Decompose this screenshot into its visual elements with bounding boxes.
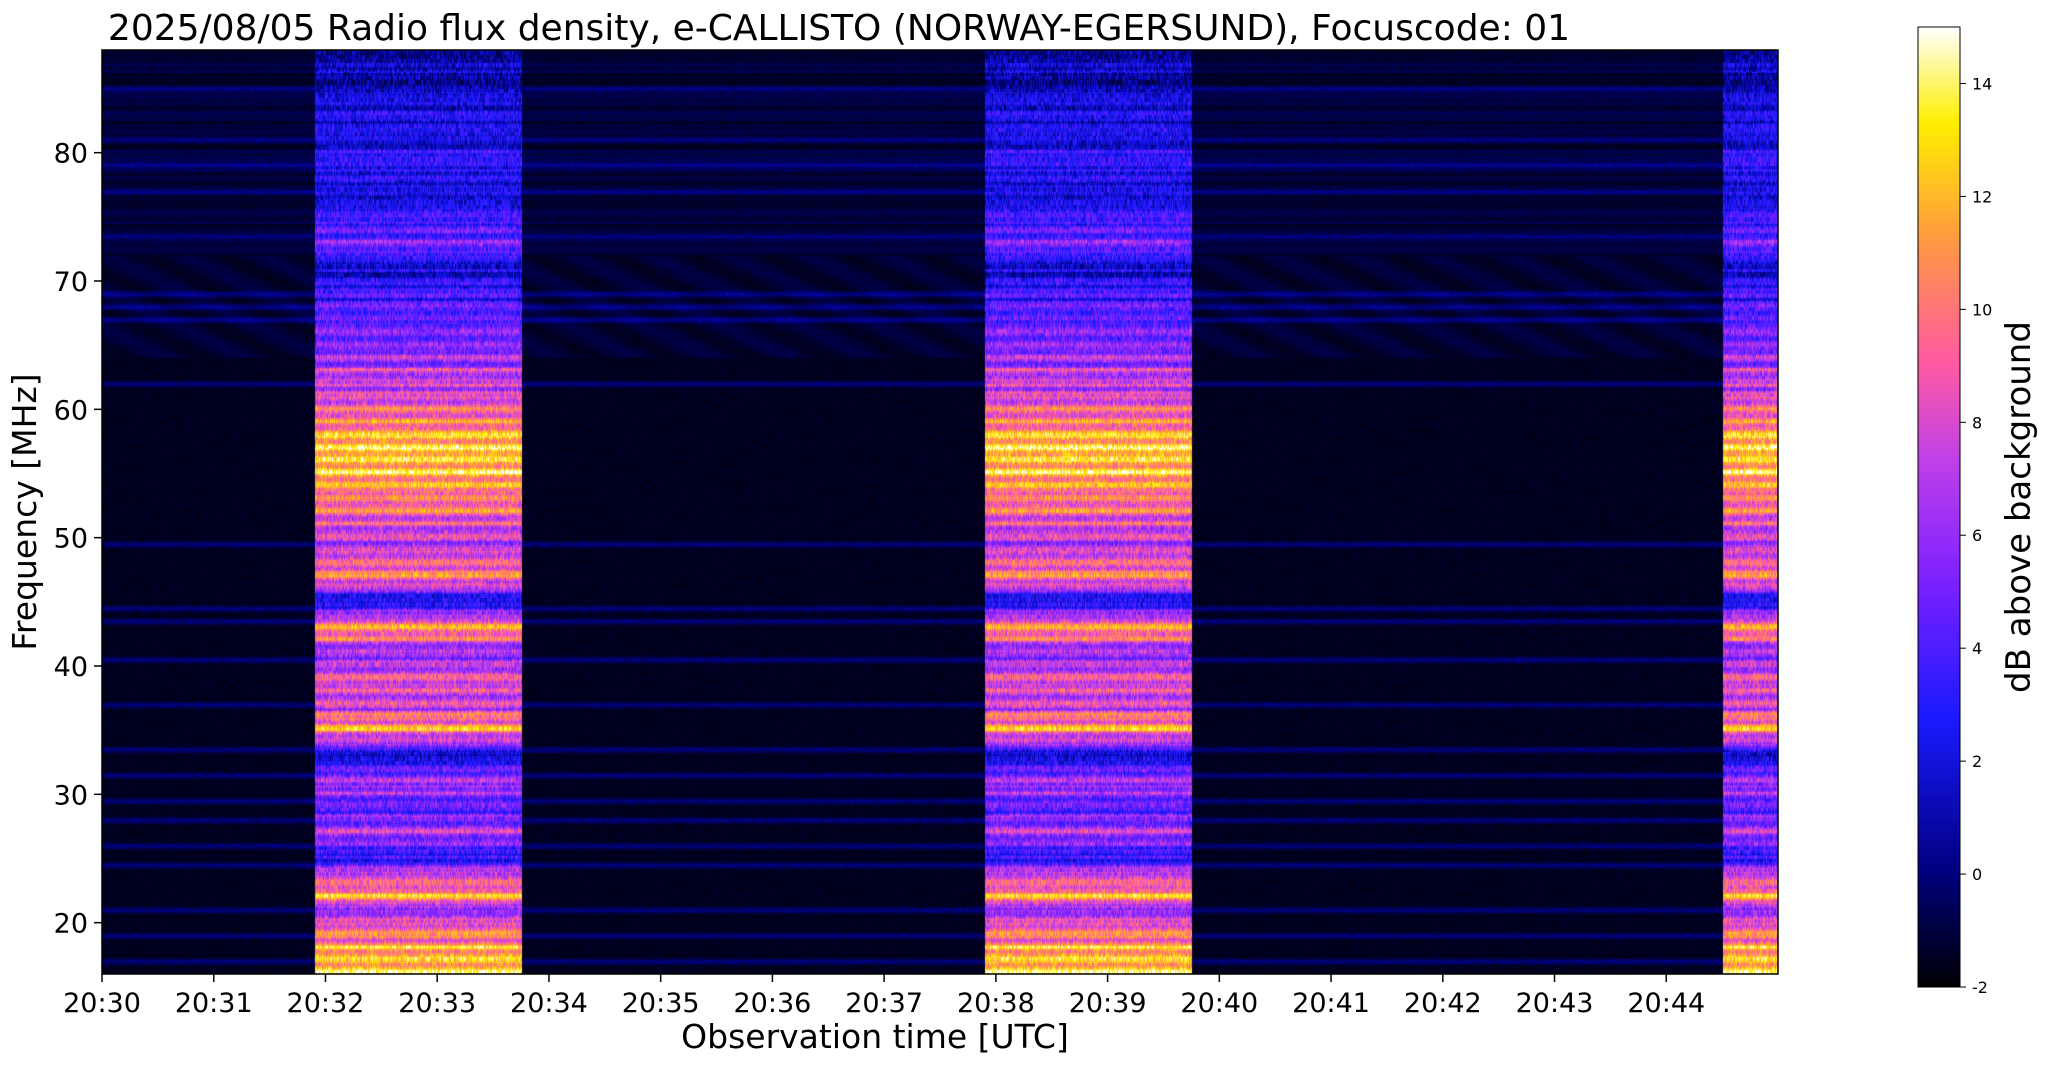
x-tick-label: 20:37 bbox=[845, 988, 923, 1019]
spectrogram-heatmap bbox=[102, 50, 1778, 974]
plot-area bbox=[101, 49, 1779, 975]
x-tick-label: 20:30 bbox=[63, 988, 141, 1019]
y-tick-label: 20 bbox=[54, 909, 88, 940]
colorbar-tick-label: 12 bbox=[1972, 187, 1992, 206]
y-tick-label: 70 bbox=[54, 267, 88, 298]
x-axis-label: Observation time [UTC] bbox=[681, 1017, 1069, 1056]
x-tick-label: 20:32 bbox=[287, 988, 365, 1019]
x-tick-label: 20:34 bbox=[510, 988, 588, 1019]
x-tick-label: 20:36 bbox=[733, 988, 811, 1019]
x-tick-label: 20:40 bbox=[1180, 988, 1258, 1019]
colorbar-ticks: -2 0 2 4 6 8 10 12 14 bbox=[1960, 74, 1992, 997]
y-tick-label: 80 bbox=[54, 139, 88, 170]
y-axis: 20 30 40 50 60 70 80 bbox=[54, 139, 102, 940]
plot-frame bbox=[101, 49, 1779, 975]
chart-title: 2025/08/05 Radio flux density, e-CALLIST… bbox=[108, 8, 1570, 49]
y-tick-label: 60 bbox=[54, 395, 88, 426]
x-tick-label: 20:44 bbox=[1627, 988, 1705, 1019]
colorbar-tick-label: 8 bbox=[1972, 413, 1982, 432]
colorbar-tick-label: 2 bbox=[1972, 752, 1982, 771]
x-tick-label: 20:41 bbox=[1292, 988, 1370, 1019]
colorbar-gradient bbox=[1917, 26, 1961, 988]
y-axis-label: Frequency [MHz] bbox=[5, 373, 44, 650]
x-tick-label: 20:43 bbox=[1516, 988, 1594, 1019]
colorbar: -2 0 2 4 6 8 10 12 14 dB above background bbox=[1917, 26, 2039, 997]
x-tick-label: 20:33 bbox=[398, 988, 476, 1019]
y-tick-label: 30 bbox=[54, 780, 88, 811]
x-axis: 20:30 20:31 20:32 20:33 20:34 20:35 20:36 20:37… bbox=[63, 974, 1705, 1019]
x-tick-label: 20:31 bbox=[175, 988, 253, 1019]
colorbar-tick-label: 14 bbox=[1972, 74, 1992, 93]
x-tick-label: 20:42 bbox=[1404, 988, 1482, 1019]
y-tick-label: 50 bbox=[54, 524, 88, 555]
colorbar-tick-label: 4 bbox=[1972, 639, 1982, 658]
y-tick-label: 40 bbox=[54, 652, 88, 683]
colorbar-tick-label: 0 bbox=[1972, 865, 1982, 884]
colorbar-tick-label: 6 bbox=[1972, 526, 1982, 545]
colorbar-label: dB above background bbox=[1999, 321, 2039, 693]
colorbar-tick-label: 10 bbox=[1972, 300, 1992, 319]
colorbar-tick-label: -2 bbox=[1972, 978, 1988, 997]
x-tick-label: 20:38 bbox=[957, 988, 1035, 1019]
x-tick-label: 20:35 bbox=[622, 988, 700, 1019]
x-tick-label: 20:39 bbox=[1069, 988, 1147, 1019]
